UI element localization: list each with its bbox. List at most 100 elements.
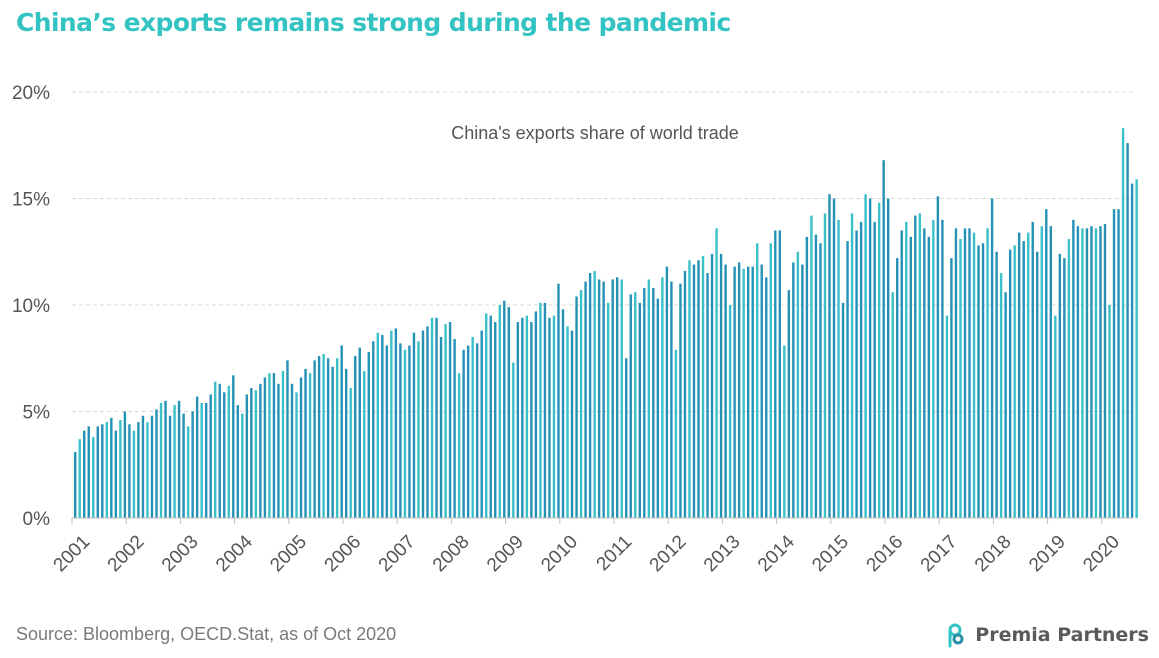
bar <box>819 243 822 519</box>
bar <box>995 251 998 518</box>
bar <box>945 315 949 518</box>
bar <box>914 215 917 519</box>
bar <box>728 305 732 518</box>
bar <box>715 228 718 518</box>
x-tick-label: 2011 <box>593 531 637 575</box>
bar <box>661 277 664 518</box>
bar <box>570 330 574 518</box>
bar <box>277 383 280 518</box>
bar <box>1045 209 1048 518</box>
bar <box>887 198 890 518</box>
bar <box>855 230 858 518</box>
bar <box>990 198 994 518</box>
x-tick-label: 2017 <box>917 531 962 576</box>
bar <box>972 232 976 518</box>
bar <box>1090 226 1093 518</box>
bar <box>941 219 944 519</box>
bar <box>670 281 673 518</box>
bar <box>579 290 583 518</box>
bar <box>354 356 357 518</box>
bar <box>430 317 434 518</box>
premia-logo-icon <box>948 623 964 648</box>
source-note: Source: Bloomberg, OECD.Stat, as of Oct … <box>16 624 397 644</box>
bar <box>1004 292 1007 518</box>
bar <box>733 266 736 518</box>
bar <box>408 345 411 518</box>
bar <box>868 198 872 518</box>
bar <box>462 349 465 518</box>
bar <box>489 315 492 518</box>
x-tick-label: 2003 <box>158 531 203 576</box>
bar <box>132 430 136 518</box>
bar <box>981 243 985 519</box>
bar <box>448 322 452 518</box>
bar <box>326 358 330 518</box>
bar <box>159 402 163 518</box>
bar <box>801 264 804 518</box>
bar <box>1049 226 1052 518</box>
bar <box>706 273 709 518</box>
bar <box>769 243 772 519</box>
bar <box>683 270 687 518</box>
bar <box>837 219 840 519</box>
bar <box>1112 209 1116 518</box>
bar <box>774 230 777 518</box>
bar <box>245 394 249 518</box>
bar <box>363 371 366 518</box>
bar <box>209 394 212 518</box>
bar <box>877 202 881 518</box>
bar <box>710 253 714 518</box>
bar <box>891 292 894 518</box>
bar <box>358 347 361 518</box>
bar <box>119 420 122 518</box>
brand-logo: Premia Partners <box>943 622 1149 648</box>
bar <box>512 362 515 518</box>
bar <box>543 302 547 518</box>
bar <box>746 266 750 518</box>
bar <box>340 345 343 518</box>
bar <box>850 213 854 518</box>
bar <box>882 160 885 518</box>
bar <box>254 390 258 518</box>
bar <box>1054 315 1057 518</box>
x-tick-label: 2009 <box>483 531 528 576</box>
bar <box>308 373 312 518</box>
bar <box>652 287 655 518</box>
bar <box>110 417 113 518</box>
bars-layer <box>74 128 1138 519</box>
bar <box>1085 228 1089 518</box>
bar <box>426 326 429 518</box>
bar <box>485 313 488 518</box>
bar <box>787 290 791 518</box>
bar <box>999 273 1003 518</box>
bar <box>444 324 447 518</box>
bar <box>1040 226 1043 518</box>
bar <box>503 300 506 518</box>
bar <box>399 343 402 518</box>
bar <box>114 430 118 518</box>
bar <box>435 317 438 518</box>
bar <box>629 294 632 518</box>
bar <box>923 228 926 518</box>
bar <box>250 388 253 518</box>
bar <box>137 422 140 518</box>
x-tick-label: 2016 <box>863 531 908 576</box>
bar <box>638 302 641 518</box>
bar <box>78 439 81 518</box>
bar <box>679 283 682 518</box>
bar <box>1126 143 1129 518</box>
bar <box>381 334 384 518</box>
bar <box>150 415 154 518</box>
bar <box>322 353 325 518</box>
bar <box>792 262 795 518</box>
bar <box>756 243 759 519</box>
bar <box>417 341 420 518</box>
bar <box>643 287 646 518</box>
bar <box>588 273 592 518</box>
x-tick-label: 2007 <box>375 531 420 576</box>
bar <box>932 219 935 519</box>
bar <box>182 413 185 518</box>
bar <box>241 413 244 518</box>
bar <box>313 360 316 518</box>
bar <box>498 305 501 518</box>
